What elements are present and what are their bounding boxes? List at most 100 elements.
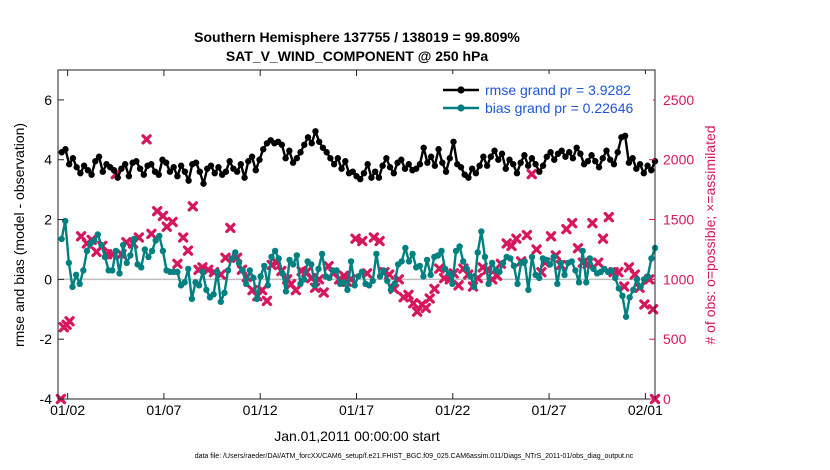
obs-dot (264, 298, 270, 304)
rmse-point (551, 156, 558, 163)
rmse-point (327, 155, 334, 162)
y-axis-label-left: rmse and bias (model - observation) (11, 123, 27, 347)
rmse-point (532, 161, 539, 168)
obs-dot (590, 220, 595, 226)
obs-point (172, 258, 183, 270)
bias-point (152, 237, 159, 244)
rmse-point (260, 146, 267, 153)
bias-point (441, 265, 449, 273)
rmse-point (121, 161, 129, 168)
right-tick-label: 500 (663, 331, 687, 347)
rmse-point (629, 155, 636, 162)
bias-point (145, 253, 152, 261)
rmse-point (565, 149, 573, 156)
rmse-point (405, 161, 412, 168)
bias-point (318, 250, 326, 258)
rmse-point (125, 172, 133, 180)
rmse-point (513, 169, 521, 177)
bias-point (181, 279, 188, 286)
bias-point (174, 268, 181, 276)
bias-point (221, 289, 228, 297)
rmse-point (245, 158, 252, 165)
bias-point (626, 294, 633, 301)
obs-dot (524, 232, 530, 238)
bias-point (358, 268, 366, 276)
bias-point (282, 288, 290, 295)
rmse-point (304, 134, 312, 141)
bias-point (579, 247, 586, 255)
rmse-point (360, 169, 368, 177)
rmse-point (323, 149, 330, 156)
bias-point (510, 262, 518, 270)
obs-dot (621, 284, 627, 289)
bias-point (612, 274, 619, 282)
obs-point (177, 232, 189, 243)
rmse-point (364, 161, 371, 168)
rmse-point (177, 162, 185, 169)
obs-point (453, 280, 464, 291)
obs-point (613, 266, 624, 278)
bias-point (630, 286, 637, 294)
rmse-point (480, 153, 487, 160)
bias-point (224, 267, 232, 274)
bias-point (416, 262, 424, 270)
bias-point (58, 235, 65, 243)
bias-point (481, 253, 489, 261)
obs-dot (606, 214, 611, 220)
bias-point (217, 298, 225, 305)
rmse-point (424, 159, 431, 166)
rmse-point (603, 147, 610, 154)
bias-point (474, 249, 481, 256)
bias-point (308, 261, 315, 268)
bias-point (452, 247, 460, 255)
obs-dot (316, 277, 322, 282)
obs-dot (534, 247, 539, 252)
rmse-point (319, 144, 327, 151)
rmse-point (99, 168, 106, 175)
bias-point (347, 258, 355, 265)
bias-point (195, 282, 203, 289)
rmse-point (65, 161, 73, 168)
rmse-point (569, 155, 577, 162)
bias-point (246, 267, 253, 274)
obs-point (411, 306, 423, 317)
rmse-point (577, 150, 584, 157)
rmse-point (383, 155, 390, 162)
rmse-point (539, 162, 547, 169)
bias-point (98, 241, 105, 249)
bias-point (156, 232, 163, 240)
obs-point (167, 216, 178, 228)
rmse-point (163, 159, 170, 166)
rmse-point (495, 156, 502, 163)
rmse-point (465, 174, 472, 181)
rmse-point (289, 159, 297, 166)
bias-point (141, 246, 149, 253)
obs-dot (175, 261, 180, 267)
bias-point (485, 280, 492, 288)
bias-point (188, 295, 196, 303)
obs-dot (616, 269, 621, 275)
x-tick-label: 01/27 (532, 402, 567, 418)
bias-point (94, 231, 102, 238)
bias-point (279, 270, 286, 277)
rmse-point (625, 159, 633, 166)
rmse-point (562, 153, 569, 160)
bias-point (268, 253, 275, 261)
right-axis: 0 500 1000 1500 2000 2500 (649, 92, 694, 407)
rmse-point (558, 147, 565, 154)
obs-dot (136, 235, 142, 240)
obs-point (182, 245, 194, 256)
obs-dot (600, 236, 606, 241)
bias-point (514, 280, 521, 288)
bias-point (525, 286, 532, 294)
legend-rmse-marker (457, 86, 465, 94)
rmse-point (211, 169, 218, 177)
bias-point (72, 271, 80, 279)
obs-dot (432, 286, 437, 292)
bias-point (496, 268, 503, 276)
bias-point (405, 258, 413, 265)
legend-rmse-label: rmse grand pr = 3.9282 (485, 82, 631, 98)
rmse-point (435, 146, 442, 153)
right-tick-label: 1500 (663, 212, 694, 228)
bias-point (521, 258, 528, 265)
